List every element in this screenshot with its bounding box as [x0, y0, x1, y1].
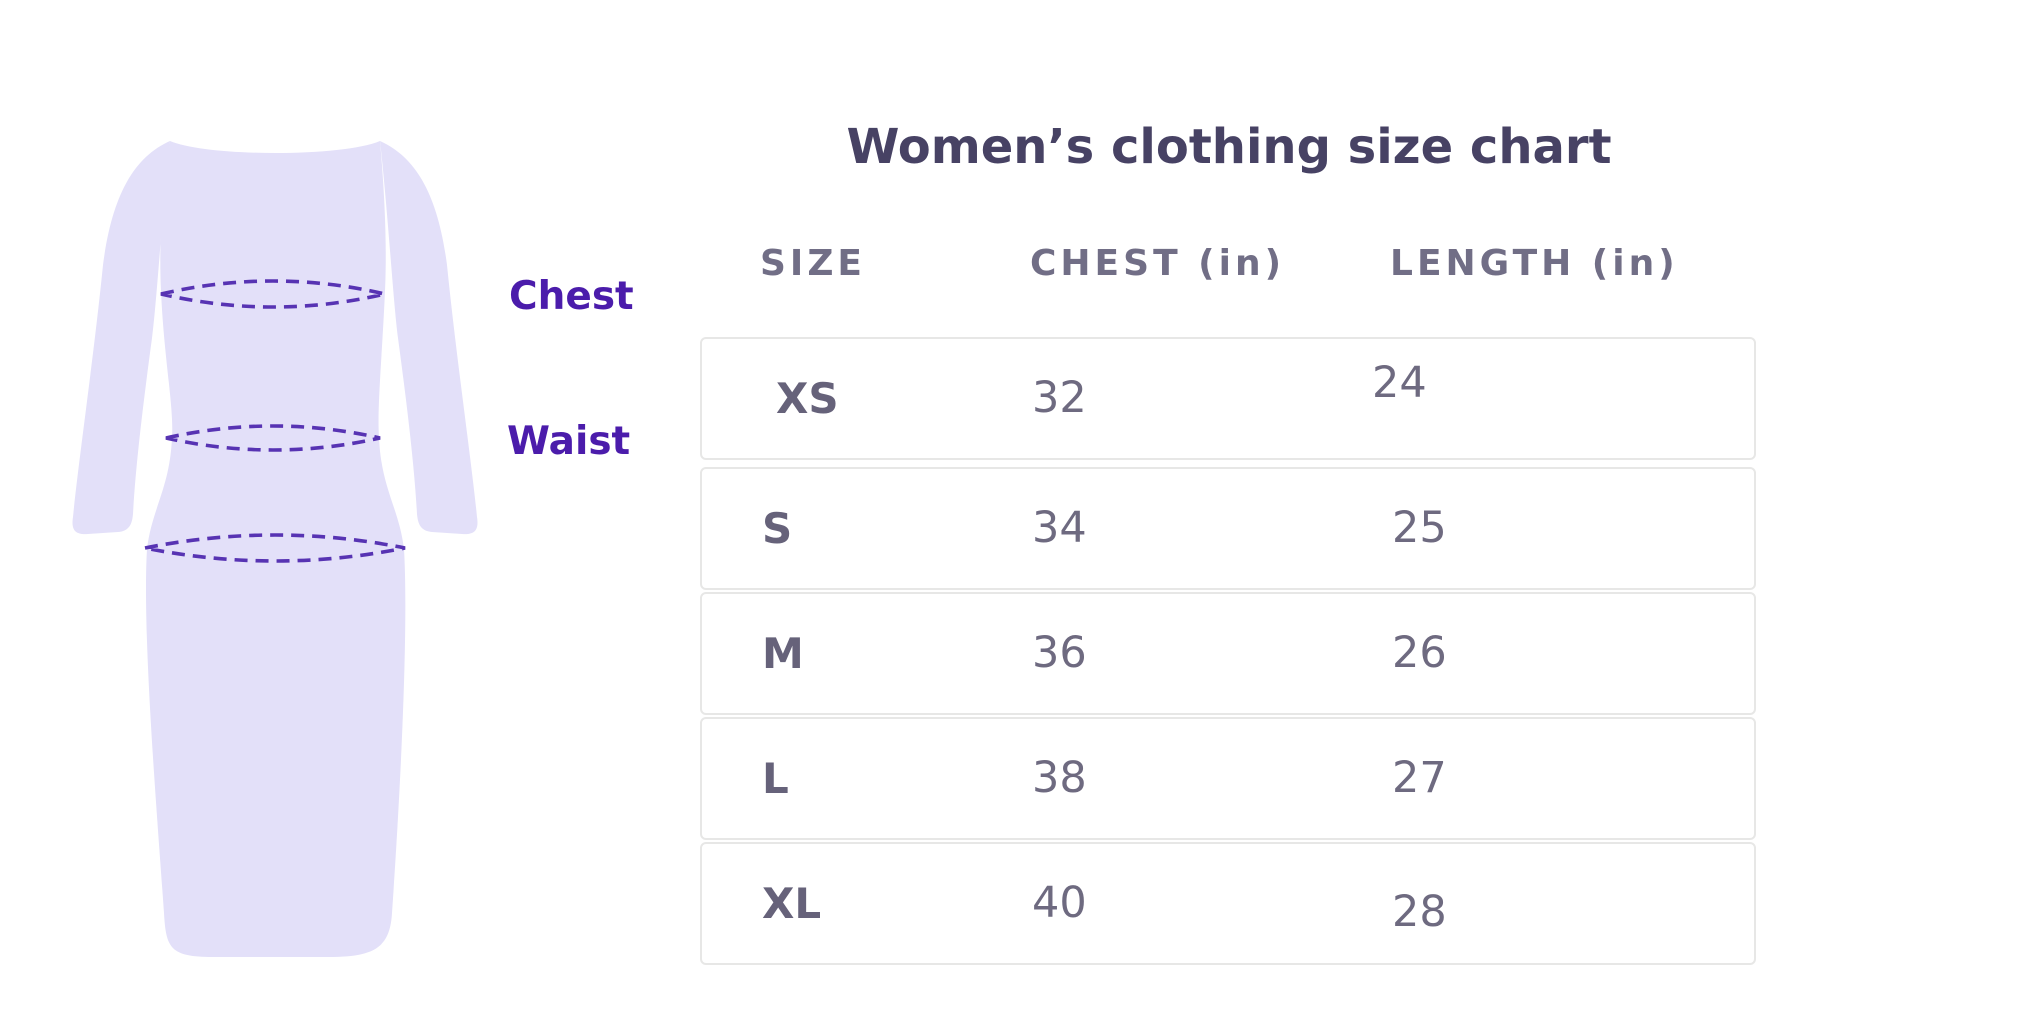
size-cell: XL	[762, 878, 822, 928]
dress-left-sleeve	[72, 141, 170, 535]
chest-label: Chest	[509, 274, 634, 319]
table-row: M 36 26	[700, 592, 1756, 715]
table-row: S 34 25	[700, 467, 1756, 590]
length-cell: 27	[1392, 753, 1447, 803]
chest-cell: 38	[1032, 753, 1087, 803]
dress-right-sleeve	[380, 141, 478, 535]
chest-cell: 32	[1032, 373, 1087, 423]
length-cell: 28	[1392, 887, 1447, 937]
waist-measurement-ellipse	[165, 424, 381, 452]
dress-body	[145, 141, 406, 957]
column-header-size: SIZE	[760, 243, 867, 284]
size-cell: S	[762, 503, 793, 553]
size-cell: L	[762, 753, 789, 803]
length-cell: 24	[1372, 358, 1427, 408]
chest-cell: 40	[1032, 878, 1087, 928]
size-cell: XS	[776, 373, 839, 423]
table-row: XS 32 24	[700, 337, 1756, 460]
column-header-chest: CHEST (in)	[1030, 243, 1286, 284]
length-cell: 26	[1392, 628, 1447, 678]
chest-cell: 34	[1032, 503, 1087, 553]
column-header-length: LENGTH (in)	[1390, 243, 1679, 284]
size-cell: M	[762, 628, 804, 678]
hip-measurement-ellipse	[144, 533, 406, 563]
length-cell: 25	[1392, 503, 1447, 553]
page-title: Women’s clothing size chart	[846, 119, 1612, 175]
table-row: XL 40 28	[700, 842, 1756, 965]
chest-cell: 36	[1032, 628, 1087, 678]
chest-measurement-ellipse	[160, 279, 386, 309]
table-row: L 38 27	[700, 717, 1756, 840]
table-header: SIZE CHEST (in) LENGTH (in)	[700, 246, 1756, 282]
waist-label: Waist	[507, 419, 631, 464]
size-table: XS 32 24 S 34 25 M 36 26 L 38 27 XL 40 2…	[700, 337, 1756, 967]
dress-illustration	[72, 141, 478, 957]
